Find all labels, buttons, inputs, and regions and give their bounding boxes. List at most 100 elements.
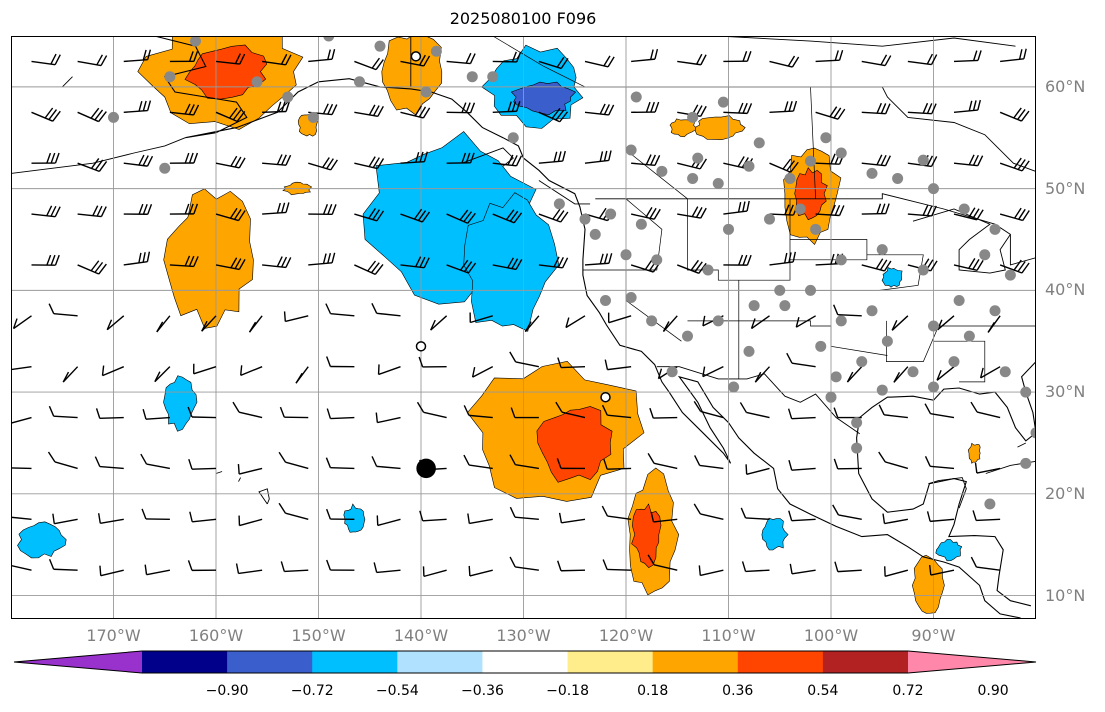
wind-barb <box>262 154 292 166</box>
wind-barb <box>694 455 724 470</box>
wind-barb <box>723 200 750 215</box>
wind-barb <box>631 101 660 114</box>
wind-barb <box>524 315 540 333</box>
wind-barb <box>101 365 125 377</box>
wind-barb <box>929 565 955 576</box>
wind-barb <box>468 565 493 577</box>
station-marker <box>692 152 704 164</box>
wind-barb <box>262 256 292 269</box>
station-marker <box>779 300 791 312</box>
wind-barb <box>123 100 152 114</box>
wind-barb <box>422 566 447 578</box>
wind-barb <box>861 54 892 67</box>
wind-barb <box>786 352 816 368</box>
wind-barb <box>878 451 909 470</box>
wind-barb <box>953 207 984 221</box>
florida-keys <box>1017 442 1026 448</box>
wind-barb <box>631 154 661 167</box>
station-marker <box>702 264 714 276</box>
station-marker <box>928 320 939 332</box>
map-panel <box>11 36 1036 619</box>
wind-barb <box>953 258 984 272</box>
wind-barb <box>326 408 355 420</box>
wind-barb <box>972 510 1001 522</box>
wind-barb <box>354 208 385 222</box>
wind-barb <box>400 54 431 67</box>
wind-barb <box>907 204 937 217</box>
wind-barb <box>77 205 107 218</box>
hawaii <box>258 488 270 505</box>
wind-barb <box>492 154 523 167</box>
wind-barb <box>907 53 938 66</box>
station-marker <box>830 371 842 383</box>
station-marker <box>794 203 806 215</box>
station-marker <box>579 213 591 225</box>
wind-barb <box>584 55 615 68</box>
station-marker <box>307 111 319 123</box>
station-marker <box>282 91 294 103</box>
wind-barb <box>237 463 263 475</box>
station-marker <box>820 132 832 144</box>
wind-barb <box>510 407 539 419</box>
wind-barb <box>31 254 60 266</box>
station-marker <box>835 254 847 266</box>
wind-barb <box>630 207 661 220</box>
lon-tick-label: 160°W <box>188 626 244 645</box>
wind-barb <box>649 407 678 419</box>
colorbar-segment <box>312 651 398 673</box>
great-lakes <box>912 208 1011 274</box>
wind-barb <box>769 251 797 266</box>
wind-barb <box>834 561 862 573</box>
station-marker <box>487 71 499 83</box>
wind-barb <box>77 260 107 275</box>
wind-barb <box>262 202 290 215</box>
wind-barb <box>509 556 539 571</box>
wind-barb <box>418 356 447 368</box>
island-st-lawrence <box>61 76 73 88</box>
wind-barb <box>815 204 845 217</box>
wind-barb <box>326 356 355 368</box>
wind-barb <box>31 152 60 164</box>
station-marker <box>646 315 658 327</box>
wind-barb <box>278 502 309 520</box>
wind-barb <box>693 503 724 520</box>
wind-barb <box>215 257 246 271</box>
wind-barb <box>169 255 199 268</box>
open-marker <box>600 391 611 403</box>
wind-barb <box>123 251 151 266</box>
wind-barb <box>215 155 246 169</box>
wind-barb <box>215 107 246 123</box>
colorbar-segment <box>652 651 739 673</box>
station-marker <box>917 154 929 166</box>
station-marker <box>635 218 647 230</box>
wind-barb <box>769 100 798 114</box>
wind-barb <box>326 508 355 520</box>
wind-barb <box>893 366 909 383</box>
wind-barb <box>31 107 61 122</box>
station-marker <box>323 36 335 42</box>
station-marker <box>717 96 729 108</box>
wind-barb <box>187 406 217 419</box>
wind-barb <box>144 564 171 576</box>
wind-barb <box>924 455 955 470</box>
wind-barb <box>754 366 771 383</box>
wind-barb <box>419 510 447 522</box>
colorbar-tick-label: −0.72 <box>290 683 334 699</box>
wind-barb <box>308 252 336 266</box>
wind-barb <box>295 366 309 384</box>
station-marker <box>989 223 1001 235</box>
wind-barb <box>262 101 290 114</box>
station-marker <box>625 291 637 303</box>
station-marker <box>190 36 201 47</box>
station-marker <box>687 172 699 184</box>
station-marker <box>620 249 632 261</box>
wind-barb <box>308 157 338 171</box>
wind-barb <box>924 403 955 419</box>
filled-marker <box>416 458 436 479</box>
wind-barb <box>698 565 724 577</box>
colorbar-segment <box>227 651 313 673</box>
station-marker <box>108 111 119 123</box>
wind-barb <box>11 416 32 424</box>
wind-barb <box>325 303 355 317</box>
station-marker <box>507 132 519 144</box>
